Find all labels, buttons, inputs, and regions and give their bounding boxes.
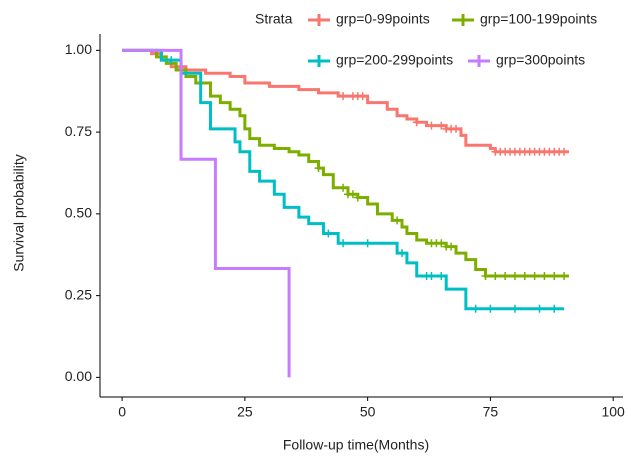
censor-mark xyxy=(447,242,456,251)
censor-mark xyxy=(427,272,436,280)
censor-mark xyxy=(398,249,407,258)
censor-mark xyxy=(486,304,495,313)
censor-mark xyxy=(540,272,549,280)
legend-swatch xyxy=(452,14,474,26)
censor-mark xyxy=(363,239,372,248)
censor-mark xyxy=(510,304,519,313)
censor-mark xyxy=(412,118,421,127)
legend-swatch xyxy=(308,55,330,67)
y-tick-label: 0.50 xyxy=(65,205,92,221)
censor-mark xyxy=(353,193,362,202)
censor-mark xyxy=(501,272,510,280)
censor-mark xyxy=(427,121,436,130)
censor-mark xyxy=(393,216,402,225)
x-tick-label: 0 xyxy=(118,404,126,420)
censor-mark xyxy=(358,92,367,101)
censor-mark xyxy=(491,272,500,280)
censor-mark xyxy=(452,124,461,133)
legend-label: grp=300points xyxy=(496,52,585,68)
censor-mark xyxy=(339,92,348,101)
censor-mark xyxy=(560,272,569,280)
y-tick-label: 1.00 xyxy=(65,41,92,57)
censor-mark xyxy=(348,190,357,199)
legend-label: grp=0-99points xyxy=(336,11,430,27)
legend-title: Strata xyxy=(255,11,293,27)
legend-swatch xyxy=(308,14,330,26)
legend-swatch xyxy=(468,55,490,67)
legend-label: grp=100-199points xyxy=(480,11,597,27)
censor-mark xyxy=(510,272,519,280)
x-tick-label: 100 xyxy=(601,404,625,420)
censor-mark xyxy=(471,304,480,313)
y-tick-label: 0.00 xyxy=(65,368,92,384)
censor-mark xyxy=(530,272,539,280)
censor-mark xyxy=(167,56,176,65)
x-tick-label: 50 xyxy=(360,404,376,420)
censor-mark xyxy=(550,272,559,280)
survival-curve xyxy=(122,48,291,378)
censor-mark xyxy=(560,147,569,156)
censor-mark xyxy=(535,304,544,313)
y-tick-label: 0.25 xyxy=(65,286,92,302)
x-tick-label: 75 xyxy=(483,404,499,420)
y-axis-label: Survival probability xyxy=(11,154,27,272)
censor-mark xyxy=(437,239,446,248)
censor-mark xyxy=(339,239,348,248)
censor-mark xyxy=(437,121,446,130)
legend-label: grp=200-299points xyxy=(336,52,453,68)
survival-curve xyxy=(122,48,565,311)
y-tick-label: 0.75 xyxy=(65,123,92,139)
censor-mark xyxy=(520,272,529,280)
censor-mark xyxy=(481,272,490,280)
censor-mark xyxy=(324,229,333,238)
x-tick-label: 25 xyxy=(237,404,253,420)
censor-mark xyxy=(339,183,348,192)
censor-mark xyxy=(314,164,323,173)
censor-mark xyxy=(550,304,559,313)
censor-mark xyxy=(437,272,446,280)
x-axis-label: Follow-up time(Months) xyxy=(283,437,429,453)
